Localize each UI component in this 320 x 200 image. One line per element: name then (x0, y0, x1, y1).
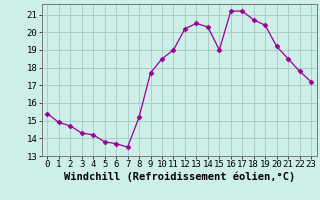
X-axis label: Windchill (Refroidissement éolien,°C): Windchill (Refroidissement éolien,°C) (64, 172, 295, 182)
